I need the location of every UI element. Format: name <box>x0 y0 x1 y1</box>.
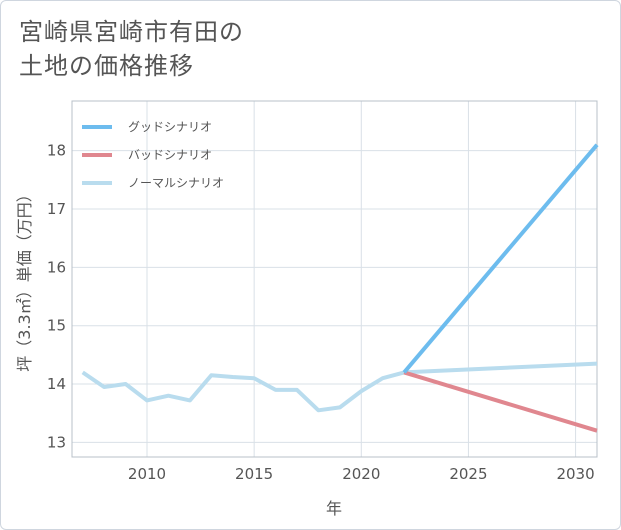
series-line-2 <box>81 361 598 413</box>
chart-title-line-2: 土地の価格推移 <box>19 52 194 80</box>
x-axis-title: 年 <box>326 499 342 518</box>
y-axis-ticks: 13 14 15 16 17 18 <box>47 142 66 452</box>
x-axis-ticks: 2010 2015 2020 2025 2030 <box>128 465 595 483</box>
x-tick-label: 2015 <box>235 465 273 483</box>
grid <box>72 101 597 457</box>
legend-label-0: グッドシナリオ <box>128 120 212 134</box>
y-axis-title: 坪（3.3㎡）単価（万円） <box>15 186 34 371</box>
y-tick-label: 18 <box>47 142 66 160</box>
y-tick-label: 15 <box>47 317 66 335</box>
chart-title-line-1: 宮崎県宮崎市有田の <box>19 18 244 46</box>
legend-label-1: バッドシナリオ <box>128 148 212 162</box>
y-tick-label: 14 <box>47 375 66 393</box>
x-tick-label: 2025 <box>449 465 487 483</box>
x-tick-label: 2010 <box>128 465 166 483</box>
x-tick-label: 2020 <box>342 465 380 483</box>
series-line-0 <box>402 143 599 374</box>
legend-label-2: ノーマルシナリオ <box>128 176 224 190</box>
chart-title: 宮崎県宮崎市有田の 土地の価格推移 <box>19 15 244 83</box>
y-tick-label: 16 <box>47 258 66 276</box>
plot-area-border <box>71 100 598 458</box>
y-tick-label: 17 <box>47 200 66 218</box>
series-line-1 <box>403 370 598 433</box>
series-lines <box>81 143 599 433</box>
y-tick-label: 13 <box>47 433 66 451</box>
x-tick-label: 2030 <box>556 465 594 483</box>
